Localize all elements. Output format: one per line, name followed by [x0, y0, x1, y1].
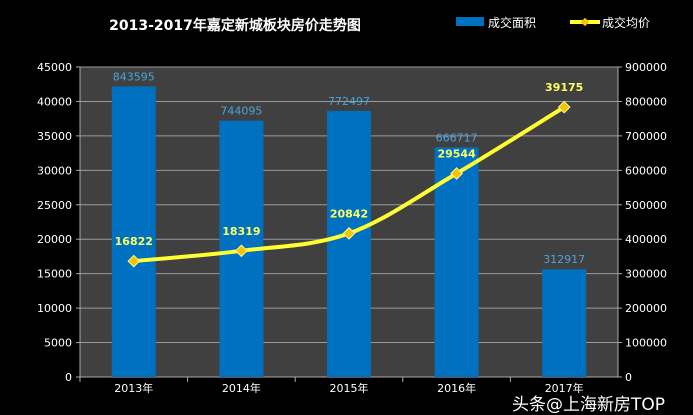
legend-bar-label: 成交面积 [488, 15, 536, 30]
right-tick-label: 400000 [625, 233, 667, 246]
price-marker [235, 244, 248, 258]
bar [434, 147, 479, 377]
line-data-label: 16822 [115, 235, 153, 248]
right-tick-label: 900000 [625, 61, 667, 74]
right-tick-label: 300000 [625, 268, 667, 281]
legend-line-marker [580, 17, 590, 27]
price-marker [557, 100, 571, 114]
bar-data-label: 744095 [220, 105, 262, 118]
left-tick-label: 30000 [37, 164, 72, 177]
left-tick-label: 45000 [37, 61, 72, 74]
left-tick-label: 10000 [37, 302, 72, 315]
right-tick-label: 700000 [625, 130, 667, 143]
line-data-label: 20842 [330, 207, 368, 220]
bar-data-label: 312917 [543, 253, 585, 266]
watermark: 头条@上海新房TOP [512, 395, 666, 415]
bar [542, 269, 587, 377]
bar-data-label: 843595 [113, 70, 155, 83]
left-tick-label: 0 [65, 371, 72, 384]
right-tick-label: 0 [625, 371, 632, 384]
line-data-label: 39175 [545, 81, 583, 94]
line-data-label: 29544 [437, 147, 476, 160]
left-tick-label: 40000 [37, 95, 72, 108]
x-tick-label: 2017年 [545, 381, 584, 395]
left-tick-label: 35000 [37, 130, 72, 143]
right-tick-label: 200000 [625, 302, 667, 315]
left-tick-label: 25000 [37, 199, 72, 212]
bar-data-label: 772497 [328, 95, 370, 108]
legend-bar-swatch [456, 17, 484, 26]
legend-line-label: 成交均价 [602, 15, 650, 30]
left-tick-label: 5000 [44, 337, 72, 350]
right-tick-label: 600000 [625, 164, 667, 177]
line-data-label: 18319 [222, 225, 260, 238]
right-tick-label: 800000 [625, 95, 667, 108]
chart-title: 2013-2017年嘉定新城板块房价走势图 [109, 17, 361, 34]
price-marker [127, 254, 141, 268]
right-tick-label: 100000 [625, 337, 667, 350]
x-tick-label: 2016年 [437, 381, 476, 395]
bar [111, 86, 156, 377]
bar-data-label: 666717 [436, 131, 478, 144]
right-tick-label: 500000 [625, 199, 667, 212]
x-tick-label: 2013年 [114, 381, 153, 395]
left-tick-label: 15000 [37, 268, 72, 281]
x-tick-label: 2015年 [330, 381, 369, 395]
left-tick-label: 20000 [37, 233, 72, 246]
price-marker [450, 167, 463, 180]
bar [327, 110, 371, 378]
x-tick-label: 2014年 [222, 381, 261, 395]
price-marker [342, 227, 356, 240]
